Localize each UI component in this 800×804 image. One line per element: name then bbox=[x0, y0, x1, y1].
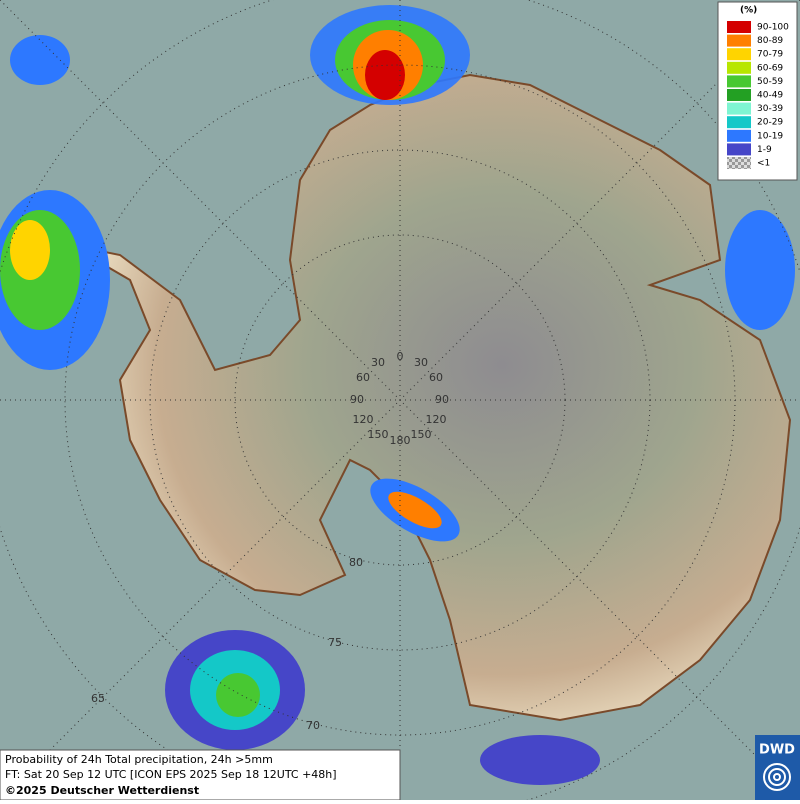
graticule-label: 75 bbox=[328, 636, 342, 649]
legend-label: 30-39 bbox=[757, 104, 783, 114]
legend-label: 60-69 bbox=[757, 63, 783, 73]
precipitation bbox=[0, 5, 795, 785]
graticule-label: 120 bbox=[426, 413, 447, 426]
legend-label: 10-19 bbox=[757, 131, 783, 141]
graticule-label: 150 bbox=[368, 428, 389, 441]
legend-label: 90-100 bbox=[757, 23, 789, 33]
graticule-label: 60 bbox=[356, 371, 370, 384]
footer-line: Probability of 24h Total precipitation, … bbox=[5, 753, 273, 766]
logo-text: DWD bbox=[759, 743, 795, 758]
logo-spiral bbox=[763, 763, 791, 791]
legend-swatch bbox=[727, 157, 751, 169]
graticule-label: 0 bbox=[397, 350, 404, 363]
graticule-label: 30 bbox=[371, 356, 385, 369]
graticule-label: 60 bbox=[429, 371, 443, 384]
graticule-labels: 0 30 30 60 60 90 90 120 120 150 150 180 … bbox=[91, 350, 449, 732]
legend-swatch bbox=[727, 34, 751, 47]
legend-label: 1-9 bbox=[757, 145, 772, 155]
legend-swatch bbox=[727, 116, 751, 129]
legend-label: 50-59 bbox=[757, 77, 783, 87]
graticule-label: 80 bbox=[349, 556, 363, 569]
legend-swatch bbox=[727, 143, 751, 156]
legend-swatch bbox=[727, 129, 751, 142]
legend-label: 70-79 bbox=[757, 50, 783, 60]
graticule-label: 90 bbox=[350, 393, 364, 406]
graticule-label: 150 bbox=[411, 428, 432, 441]
legend-swatch bbox=[727, 75, 751, 88]
legend-label: <1 bbox=[757, 159, 770, 169]
legend-swatch bbox=[727, 21, 751, 33]
graticule-label: 180 bbox=[390, 434, 411, 447]
legend-swatch bbox=[727, 48, 751, 61]
legend-label: 20-29 bbox=[757, 118, 783, 128]
graticule-label: 90 bbox=[435, 393, 449, 406]
footer-line: ©2025 Deutscher Wetterdienst bbox=[5, 784, 199, 797]
legend-swatch bbox=[727, 61, 751, 74]
graticule-label: 30 bbox=[414, 356, 428, 369]
graticule-label: 70 bbox=[306, 719, 320, 732]
legend-title: (%) bbox=[740, 6, 757, 16]
graticule-label: 65 bbox=[91, 692, 105, 705]
graticule-label: 120 bbox=[353, 413, 374, 426]
footer-box bbox=[0, 749, 401, 801]
footer-line: FT: Sat 20 Sep 12 UTC [ICON EPS 2025 Sep… bbox=[5, 768, 337, 781]
legend-swatch bbox=[727, 102, 751, 115]
legend-label: 40-49 bbox=[757, 91, 783, 101]
legend-swatch bbox=[727, 89, 751, 101]
legend: (%) 90-100 80-89 70-79 60-69 50-59 40-49 30-39… bbox=[717, 1, 798, 181]
legend-label: 80-89 bbox=[757, 36, 783, 46]
